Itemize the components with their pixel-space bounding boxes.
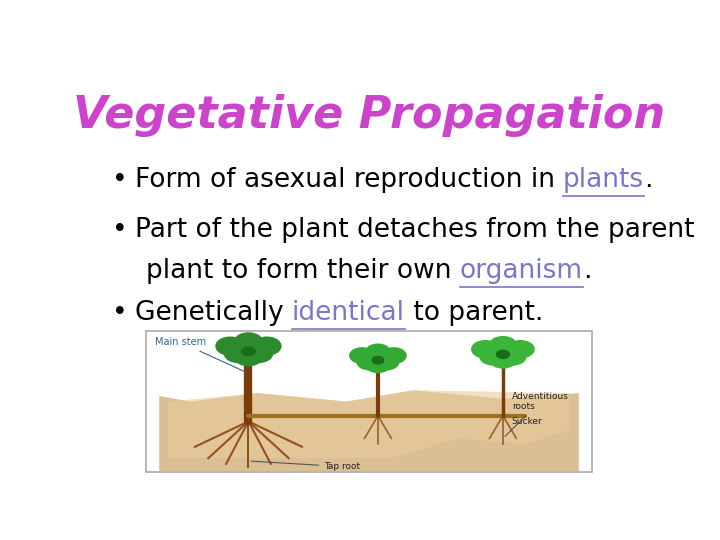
Text: identical: identical [292, 300, 405, 326]
Text: Part of the plant detaches from the parent: Part of the plant detaches from the pare… [135, 217, 694, 242]
Text: •: • [112, 217, 128, 242]
Text: Genetically: Genetically [135, 300, 292, 326]
Text: .: . [644, 167, 652, 193]
Text: plant to form their own: plant to form their own [145, 258, 459, 284]
Text: Form of asexual reproduction in: Form of asexual reproduction in [135, 167, 563, 193]
Text: plants: plants [563, 167, 644, 193]
Text: •: • [112, 167, 128, 193]
Text: .: . [582, 258, 591, 284]
Text: Vegetative Propagation: Vegetative Propagation [73, 94, 665, 137]
Text: to parent.: to parent. [405, 300, 543, 326]
Text: •: • [112, 300, 128, 326]
FancyBboxPatch shape [145, 331, 593, 472]
Text: organism: organism [459, 258, 582, 284]
